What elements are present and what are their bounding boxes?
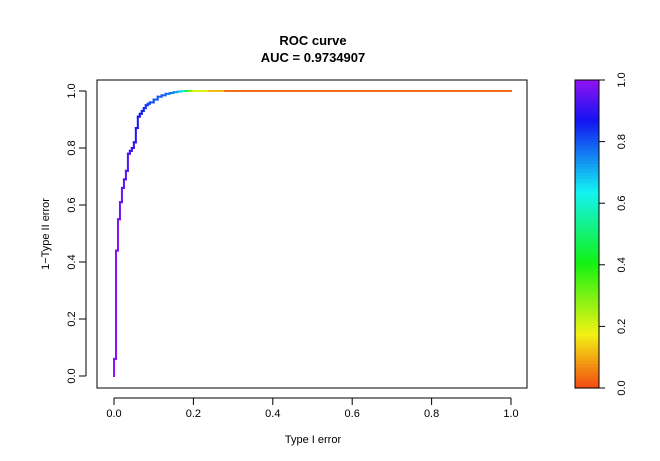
y-tick-label: 0.4 [66,254,78,269]
colorbar-tick-label: 0.2 [616,319,628,334]
y-tick-label: 0.6 [66,197,78,212]
threshold-colorbar: 0.0 0.2 0.4 0.6 0.8 1.0 [575,72,628,395]
x-axis-label: Type I error [285,434,342,446]
colorbar-tick-label: 0.8 [616,134,628,149]
x-axis: 0.0 0.2 0.4 0.6 0.8 1.0 [106,398,518,420]
y-tick-label: 0.2 [66,311,78,326]
x-tick-label: 0.0 [106,408,121,420]
colorbar-band [575,80,599,84]
x-tick-label: 0.4 [265,408,280,420]
colorbar-tick-label: 0.6 [616,196,628,211]
plot-frame [97,80,527,388]
chart-title: ROC curve [279,33,346,48]
y-tick-label: 0.0 [66,368,78,383]
y-tick-label: 0.8 [66,140,78,155]
x-tick-label: 0.8 [424,408,439,420]
y-tick-label: 1.0 [66,83,78,98]
x-tick-label: 0.6 [345,408,360,420]
x-tick-label: 0.2 [186,408,201,420]
chart-subtitle: AUC = 0.9734907 [261,50,365,65]
colorbar-tick-label: 0.4 [616,257,628,272]
roc-curve [114,91,511,376]
y-axis: 0.0 0.2 0.4 0.6 0.8 1.0 [66,83,86,383]
y-axis-label: 1−Type II error [40,198,52,270]
x-tick-label: 1.0 [503,408,518,420]
colorbar-tick-label: 0.0 [616,380,628,395]
colorbar-tick-label: 1.0 [616,72,628,87]
